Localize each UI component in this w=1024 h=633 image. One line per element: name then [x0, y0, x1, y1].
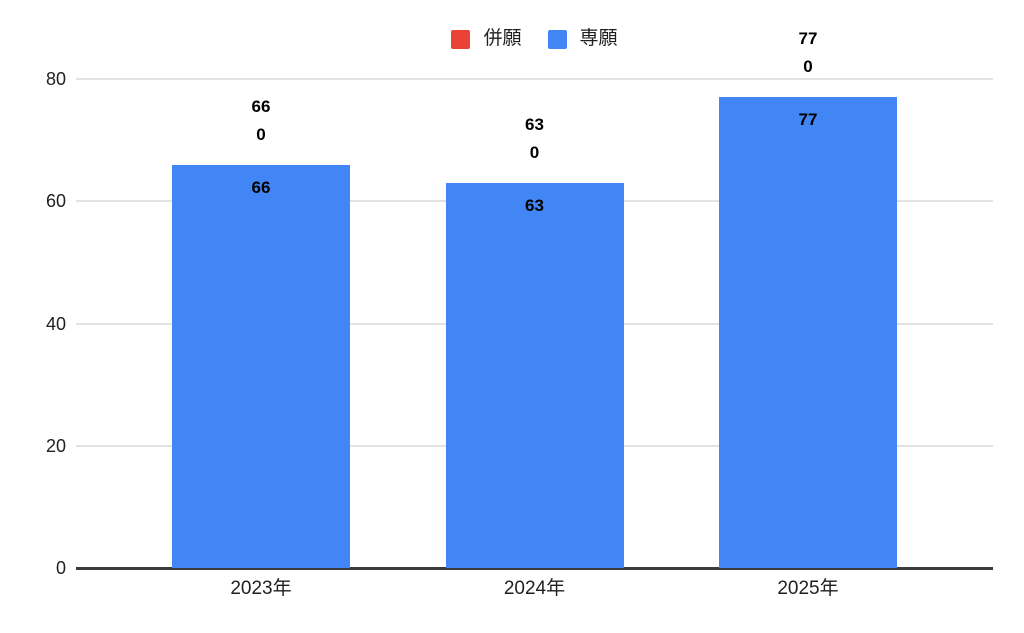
bar-value-label-inside: 66: [251, 177, 271, 197]
bar-value-label: 0: [256, 124, 266, 144]
x-axis-baseline: [76, 567, 993, 570]
y-axis-tick-label: 0: [55, 558, 66, 578]
bar-value-label-inside: 63: [525, 195, 544, 215]
bar-value-label-inside: 77: [798, 110, 818, 130]
bar-column[interactable]: [719, 97, 897, 568]
chart-legend: 併願 専願: [76, 27, 993, 51]
legend-label: 専願: [579, 28, 618, 49]
bar-value-label: 63: [525, 114, 544, 134]
bar-column[interactable]: [445, 182, 624, 568]
bar-value-label: 77: [798, 29, 818, 49]
y-axis-tick-label: 80: [45, 69, 66, 89]
bar-value-label: 66: [251, 96, 271, 116]
y-axis-tick-label: 60: [45, 191, 66, 212]
gridline: [76, 78, 993, 80]
x-axis-category-label: 2024年: [503, 578, 566, 599]
legend-item-heigan[interactable]: 併願: [451, 27, 522, 51]
x-axis-category-label: 2023年: [230, 578, 292, 599]
x-axis-category-label: 2025年: [777, 578, 839, 599]
y-axis-tick-label: 20: [45, 435, 66, 456]
legend-swatch-red-icon: [451, 29, 471, 49]
legend-label: 併願: [483, 28, 522, 49]
y-axis-tick-label: 40: [45, 313, 66, 334]
legend-item-sengan[interactable]: 専願: [547, 27, 618, 51]
legend-swatch-blue-icon: [547, 29, 567, 49]
bar-value-label: 0: [803, 57, 813, 77]
bar-value-labels-above: 63 0: [446, 111, 624, 167]
bar-value-labels-above: 77 0: [719, 25, 897, 81]
bar-value-labels-above: 66 0: [172, 93, 350, 149]
bar-value-label: 0: [529, 142, 540, 162]
bar-column[interactable]: [172, 164, 350, 568]
